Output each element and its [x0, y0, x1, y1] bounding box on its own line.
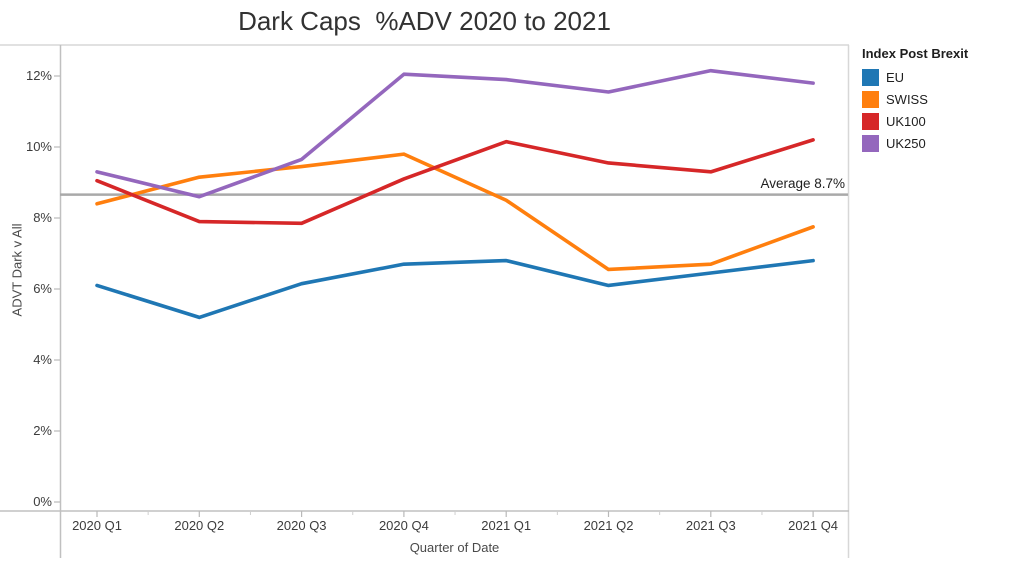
legend-item-uk250[interactable]: UK250	[862, 132, 1022, 154]
legend-swatch-icon	[862, 90, 879, 108]
legend-item-label: UK250	[886, 135, 926, 151]
legend-item-uk100[interactable]: UK100	[862, 110, 1022, 132]
legend-item-swiss[interactable]: SWISS	[862, 88, 1022, 110]
x-tick-label: 2020 Q1	[72, 518, 122, 533]
series-line-uk250[interactable]	[95, 68, 815, 199]
legend-swatch-icon	[862, 112, 879, 130]
x-axis-title: Quarter of Date	[409, 540, 500, 555]
x-tick-label: 2021 Q2	[583, 518, 634, 533]
x-tick-label: 2020 Q2	[174, 518, 225, 533]
y-tick-label: 4%	[33, 352, 52, 367]
y-tick-label: 10%	[25, 139, 52, 154]
series-line-swiss[interactable]	[95, 152, 815, 272]
average-label: Average 8.7%	[760, 175, 845, 191]
series-line-uk100[interactable]	[95, 138, 815, 226]
x-tick-label: 2021 Q4	[788, 518, 839, 533]
legend-item-label: UK100	[886, 113, 926, 129]
legend-swatch-icon	[862, 134, 879, 152]
y-tick-label: 2%	[33, 423, 52, 438]
legend-item-label: EU	[886, 69, 905, 85]
legend-item-eu[interactable]: EU	[862, 66, 1022, 88]
legend-swatch-icon	[862, 68, 879, 86]
x-tick-label: 2021 Q1	[481, 518, 532, 533]
y-tick-label: 8%	[33, 210, 52, 225]
x-tick-label: 2020 Q4	[378, 518, 429, 533]
legend-item-label: SWISS	[886, 91, 928, 107]
legend-title: Index Post Brexit	[862, 46, 969, 61]
chart-title: Dark Caps %ADV 2020 to 2021	[238, 6, 611, 36]
axis-ticks	[54, 75, 814, 517]
y-tick-label: 12%	[25, 68, 52, 83]
x-tick-label: 2020 Q3	[276, 518, 327, 533]
legend-items: EU SWISS UK100 UK250	[862, 66, 1022, 154]
series-lines[interactable]	[95, 68, 815, 320]
y-axis-title: ADVT Dark v All	[9, 223, 25, 317]
x-tick-label: 2021 Q3	[685, 518, 736, 533]
legend: Index Post Brexit EU SWISS UK100 UK250	[862, 46, 1022, 154]
y-tick-label: 0%	[33, 494, 52, 509]
y-tick-label: 6%	[33, 281, 52, 296]
series-line-eu[interactable]	[95, 258, 815, 320]
